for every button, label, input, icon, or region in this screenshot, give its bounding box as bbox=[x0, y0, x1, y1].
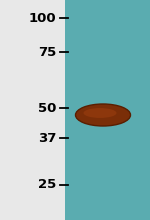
Text: 37: 37 bbox=[38, 132, 56, 145]
Ellipse shape bbox=[84, 108, 117, 118]
FancyBboxPatch shape bbox=[65, 0, 150, 220]
Ellipse shape bbox=[75, 104, 130, 126]
Text: 25: 25 bbox=[38, 178, 56, 191]
Text: 100: 100 bbox=[28, 11, 56, 24]
Text: 75: 75 bbox=[38, 46, 56, 59]
Text: 50: 50 bbox=[38, 101, 56, 114]
